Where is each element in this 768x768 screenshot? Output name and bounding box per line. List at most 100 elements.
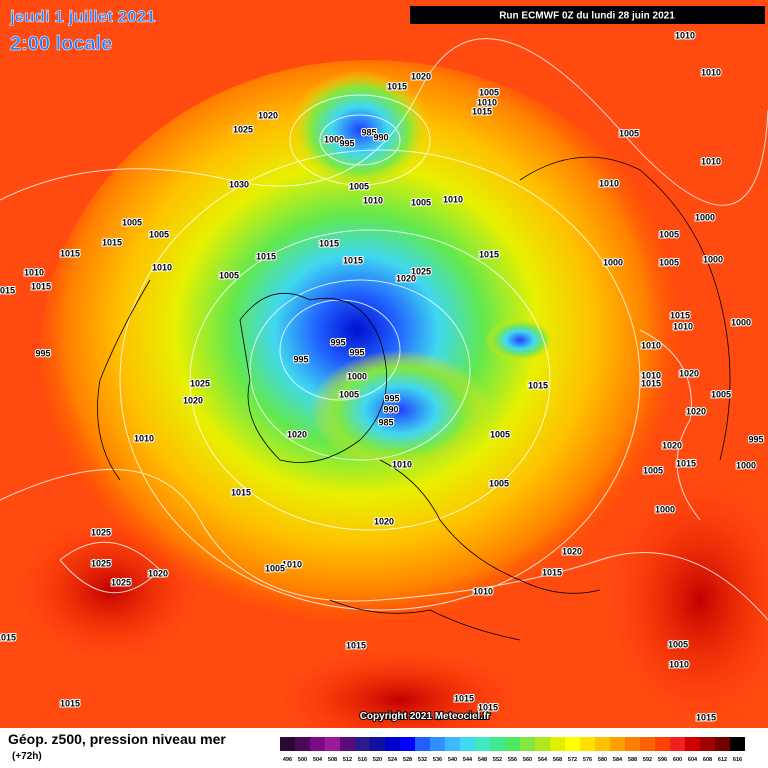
color-swatch	[295, 737, 310, 751]
pressure-label: 1010	[641, 370, 661, 380]
scale-label: 580	[598, 757, 607, 763]
pressure-label: 1000	[324, 134, 344, 144]
pressure-label: 1000	[731, 317, 751, 327]
pressure-label: 1005	[619, 128, 639, 138]
pressure-label: 1010	[473, 586, 493, 596]
pressure-label: 1010	[134, 433, 154, 443]
pressure-label: 1005	[643, 465, 663, 475]
scale-label: 524	[388, 757, 398, 763]
pressure-label: 1015	[478, 702, 498, 712]
pressure-label: 1005	[668, 639, 688, 649]
pressure-label: 995	[339, 138, 354, 148]
pressure-label: 985	[361, 127, 376, 137]
pressure-label: 1005	[219, 270, 239, 280]
pressure-label: 1015	[31, 281, 51, 291]
run-banner	[410, 6, 765, 24]
color-swatch	[520, 737, 535, 751]
scale-label: 540	[448, 757, 457, 763]
pressure-label: 1020	[287, 429, 307, 439]
pressure-label: 1015	[256, 251, 276, 261]
pressure-label: 995	[293, 354, 308, 364]
pressure-label: 1010	[152, 262, 172, 272]
pressure-label: 1010	[669, 659, 689, 669]
scale-label: 520	[373, 757, 382, 763]
color-swatch	[430, 737, 445, 751]
scale-label: 552	[493, 757, 502, 763]
run-info: Run ECMWF 0Z du lundi 28 juin 2021	[499, 11, 675, 22]
heat-zone	[280, 650, 520, 750]
lead-time: (+72h)	[12, 751, 42, 762]
pressure-label: 1000	[655, 504, 675, 514]
scale-label: 536	[433, 757, 442, 763]
color-swatch	[490, 737, 505, 751]
color-swatch	[505, 737, 520, 751]
pressure-label: 1020	[148, 568, 168, 578]
pressure-label: 1010	[392, 459, 412, 469]
pressure-label: 985	[378, 417, 393, 427]
color-swatch	[325, 737, 340, 751]
scale-label: 612	[718, 757, 727, 763]
pressure-label: 990	[383, 404, 398, 414]
scale-label: 604	[688, 757, 698, 763]
coastlines	[97, 156, 731, 641]
pressure-label: 995	[330, 337, 345, 347]
color-swatch	[580, 737, 595, 751]
pressure-label: 1015	[387, 81, 407, 91]
pressure-label: 1005	[659, 229, 679, 239]
color-swatch	[595, 737, 610, 751]
pressure-label: 1005	[122, 217, 142, 227]
scale-label: 508	[328, 757, 337, 763]
pressure-label: 1000	[736, 460, 756, 470]
pressure-label: 1015	[60, 248, 80, 258]
pressure-label: 1020	[562, 546, 582, 556]
scale-label: 504	[313, 757, 323, 763]
scale-label: 584	[613, 757, 623, 763]
scale-label: 568	[553, 757, 562, 763]
color-swatch	[280, 737, 295, 751]
scale-label: 596	[658, 757, 667, 763]
time-title: 2:00 locale	[10, 33, 112, 55]
pressure-label: 1010	[701, 67, 721, 77]
copyright: Copyright 2021 Meteociel.fr	[360, 711, 491, 722]
pressure-label: 1020	[258, 110, 278, 120]
pressure-label: 1025	[190, 378, 210, 388]
pressure-label: 1015	[343, 255, 363, 265]
pressure-label: 1010	[599, 178, 619, 188]
pressure-label: 1025	[233, 124, 253, 134]
scale-label: 572	[568, 757, 577, 763]
pressure-label: 1005	[479, 87, 499, 97]
pressure-label: 1010	[701, 156, 721, 166]
pressure-label: 1015	[641, 378, 661, 388]
pressure-label: 1015	[528, 380, 548, 390]
pressure-label: 1020	[396, 273, 416, 283]
color-swatch	[715, 737, 730, 751]
scale-label: 556	[508, 757, 517, 763]
scale-label: 588	[628, 757, 637, 763]
scale-label: 564	[538, 757, 548, 763]
scale-label: 616	[733, 757, 742, 763]
color-swatch	[385, 737, 400, 751]
pressure-label: 1025	[411, 266, 431, 276]
pressure-label: 1010	[477, 97, 497, 107]
pressure-label: 1020	[374, 516, 394, 526]
heat-zone	[610, 480, 768, 720]
pressure-label: 1005	[411, 197, 431, 207]
pressure-label: 1015	[346, 640, 366, 650]
pressure-label: 1030	[229, 179, 249, 189]
pressure-label: 1005	[149, 229, 169, 239]
scale-label: 532	[418, 757, 427, 763]
pressure-label: 1015	[319, 238, 339, 248]
pressure-label: 1000	[695, 212, 715, 222]
low-center	[310, 350, 490, 470]
pressure-label: 1025	[91, 558, 111, 568]
pressure-label: 1005	[711, 389, 731, 399]
color-swatch	[700, 737, 715, 751]
low-center	[290, 70, 430, 190]
pressure-label: 995	[384, 393, 399, 403]
scale-label: 600	[673, 757, 682, 763]
pressure-label: 1005	[659, 257, 679, 267]
color-swatch	[460, 737, 475, 751]
pressure-label: 1010	[363, 195, 383, 205]
